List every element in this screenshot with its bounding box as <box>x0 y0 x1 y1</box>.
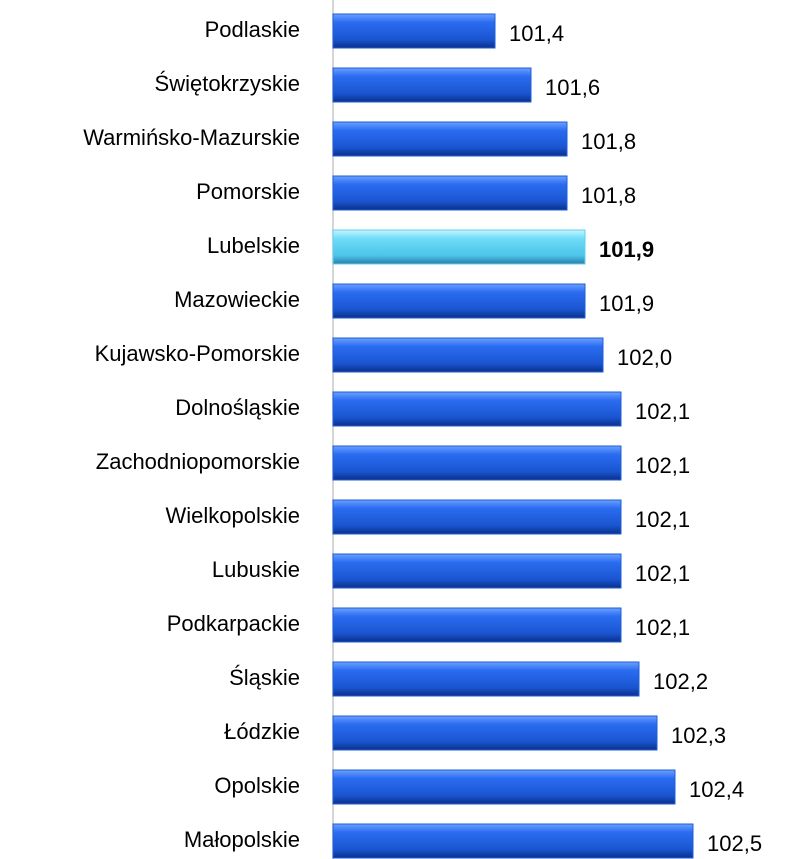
bar <box>332 229 586 265</box>
bar <box>332 553 622 589</box>
value-label: 102,0 <box>617 345 672 370</box>
category-label: Podlaskie <box>205 17 300 42</box>
bar <box>332 13 496 49</box>
category-label: Opolskie <box>214 773 300 798</box>
category-label: Warmińsko-Mazurskie <box>83 125 300 150</box>
value-label: 102,3 <box>671 723 726 748</box>
bar <box>332 283 586 319</box>
category-label: Wielkopolskie <box>166 503 301 528</box>
category-label: Kujawsko-Pomorskie <box>95 341 300 366</box>
value-label: 101,6 <box>545 75 600 100</box>
category-label: Mazowieckie <box>174 287 300 312</box>
bar <box>332 607 622 643</box>
bar <box>332 67 532 103</box>
bar <box>332 661 640 697</box>
value-label: 101,9 <box>599 291 654 316</box>
bar <box>332 121 568 157</box>
bar <box>332 337 604 373</box>
category-label: Podkarpackie <box>167 611 300 636</box>
bar <box>332 391 622 427</box>
bar <box>332 445 622 481</box>
bar <box>332 175 568 211</box>
value-label: 102,2 <box>653 669 708 694</box>
bar <box>332 823 694 859</box>
bar <box>332 499 622 535</box>
bar <box>332 715 658 751</box>
category-label: Lubuskie <box>212 557 300 582</box>
category-label: Lubelskie <box>207 233 300 258</box>
value-label: 101,4 <box>509 21 564 46</box>
category-label: Zachodniopomorskie <box>96 449 300 474</box>
category-label: Pomorskie <box>196 179 300 204</box>
value-label: 102,1 <box>635 399 690 424</box>
value-label: 102,1 <box>635 453 690 478</box>
category-label: Dolnośląskie <box>175 395 300 420</box>
value-label: 102,1 <box>635 507 690 532</box>
value-label: 101,8 <box>581 183 636 208</box>
value-label: 101,9 <box>599 237 654 262</box>
bar <box>332 769 676 805</box>
category-label: Małopolskie <box>184 827 300 852</box>
value-label: 102,4 <box>689 777 744 802</box>
category-label: Świętokrzyskie <box>155 71 300 96</box>
category-label: Śląskie <box>229 665 300 690</box>
category-label: Łódzkie <box>224 719 300 744</box>
value-label: 102,1 <box>635 561 690 586</box>
value-label: 101,8 <box>581 129 636 154</box>
value-label: 102,5 <box>707 831 762 856</box>
value-label: 102,1 <box>635 615 690 640</box>
